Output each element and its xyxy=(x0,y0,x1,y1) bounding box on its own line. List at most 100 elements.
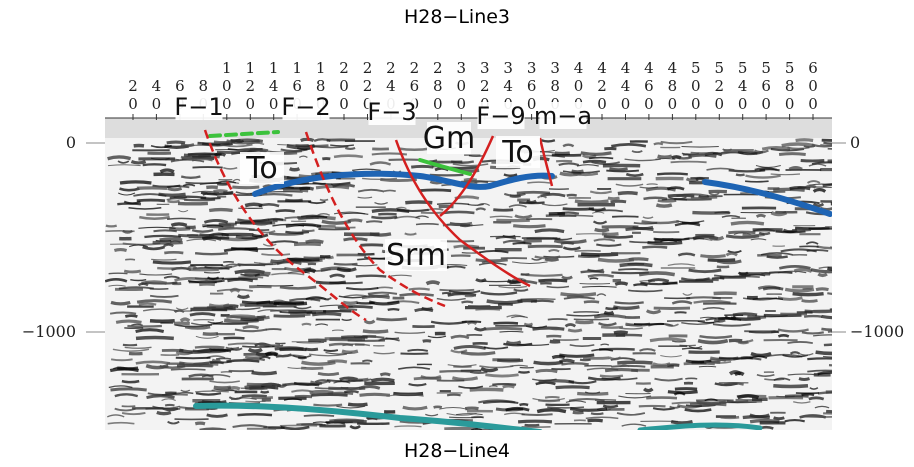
reflection-stroke xyxy=(516,190,551,195)
reflection-stroke xyxy=(536,408,567,414)
reflection-stroke xyxy=(713,274,751,278)
reflection-stroke xyxy=(178,209,189,213)
x-tick-label: 0 xyxy=(785,95,795,113)
reflection-stroke xyxy=(130,279,147,282)
reflection-stroke xyxy=(390,274,412,277)
reflection-stroke xyxy=(807,357,832,361)
reflection-stroke xyxy=(167,199,180,204)
reflection-stroke xyxy=(660,140,693,145)
reflection-stroke xyxy=(329,273,346,279)
reflection-stroke xyxy=(138,302,157,306)
reflection-stroke xyxy=(537,195,548,199)
reflection-stroke xyxy=(568,380,597,385)
y-axis: 0 −1000 0 −1000 xyxy=(22,133,904,341)
reflection-stroke xyxy=(588,156,614,160)
x-tick-label: 0 xyxy=(457,77,467,95)
x-tick-label: 3 xyxy=(550,59,560,77)
unit-label-bg xyxy=(427,122,471,154)
reflection-stroke xyxy=(216,182,229,186)
reflection-stroke xyxy=(503,173,518,177)
reflection-stroke xyxy=(244,202,263,208)
reflection-stroke xyxy=(812,202,825,207)
x-tick-label: 5 xyxy=(785,59,795,77)
x-tick-label: 5 xyxy=(715,59,725,77)
reflection-stroke xyxy=(150,144,172,149)
reflection-stroke xyxy=(718,317,736,321)
reflection-stroke xyxy=(532,397,565,402)
faults xyxy=(203,129,554,322)
reflection-stroke xyxy=(708,192,720,196)
reflection-stroke xyxy=(450,160,475,164)
reflection-stroke xyxy=(788,166,803,171)
fault-label-bg xyxy=(539,102,587,129)
x-tick-label: 2 xyxy=(363,77,373,95)
reflection-stroke xyxy=(480,367,499,373)
x-tick-label: 4 xyxy=(621,77,631,95)
reflection-stroke xyxy=(445,265,466,269)
reflection-stroke xyxy=(559,214,594,218)
reflection-stroke xyxy=(676,193,709,197)
reflection-stroke xyxy=(227,277,254,283)
reflection-stroke xyxy=(595,209,623,213)
reflection-stroke xyxy=(139,273,173,276)
reflection-stroke xyxy=(159,168,175,174)
reflection-stroke xyxy=(130,159,147,165)
reflection-stroke xyxy=(703,360,732,365)
reflection-stroke xyxy=(582,356,610,360)
reflection-stroke xyxy=(270,240,299,244)
reflection-stroke xyxy=(773,384,809,389)
reflection-stroke xyxy=(616,412,646,416)
reflection-stroke xyxy=(653,237,690,242)
reflection-stroke xyxy=(485,373,519,378)
reflection-stroke xyxy=(150,157,170,161)
fault-label: F−2 xyxy=(281,93,330,121)
reflection-stroke xyxy=(670,160,707,164)
reflection-stroke xyxy=(245,387,268,391)
reflection-stroke xyxy=(562,246,581,251)
reflection-stroke xyxy=(628,289,663,293)
fault-line xyxy=(304,131,446,308)
reflection-stroke xyxy=(589,190,612,195)
reflection-stroke xyxy=(546,334,562,338)
reflection-stroke xyxy=(241,237,258,240)
reflection-stroke xyxy=(142,163,167,167)
reflection-stroke xyxy=(408,382,427,387)
reflection-stroke xyxy=(823,141,832,145)
reflection-stroke xyxy=(475,207,487,211)
reflection-stroke xyxy=(442,210,475,215)
reflection-stroke xyxy=(272,299,286,304)
reflection-stroke xyxy=(202,192,218,196)
reflection-stroke xyxy=(513,224,546,229)
reflection-stroke xyxy=(801,299,818,303)
reflection-stroke xyxy=(787,341,813,344)
reflection-stroke xyxy=(784,394,809,398)
reflection-stroke xyxy=(497,358,524,363)
reflection-stroke xyxy=(699,316,716,319)
horizon-line xyxy=(702,179,832,217)
x-tick-label: 5 xyxy=(738,59,748,77)
reflection-stroke xyxy=(301,229,315,233)
reflection-stroke xyxy=(369,232,392,237)
reflection-stroke xyxy=(647,278,670,283)
reflection-stroke xyxy=(700,254,726,259)
reflection-stroke xyxy=(793,267,813,273)
reflection-stroke xyxy=(505,340,522,345)
reflection-stroke xyxy=(332,183,356,188)
reflection-stroke xyxy=(778,265,811,270)
reflection-stroke xyxy=(674,222,701,227)
reflection-stroke xyxy=(511,315,528,319)
reflection-stroke xyxy=(601,232,619,237)
reflection-stroke xyxy=(685,359,712,364)
reflection-stroke xyxy=(523,322,534,326)
x-tick-label: 8 xyxy=(668,77,678,95)
reflection-stroke xyxy=(602,404,619,409)
reflection-stroke xyxy=(574,199,609,204)
reflection-stroke xyxy=(167,187,183,192)
reflection-stroke xyxy=(136,299,173,304)
reflection-stroke xyxy=(598,322,617,327)
reflection-stroke xyxy=(815,287,829,292)
x-tick-label: 8 xyxy=(199,77,209,95)
x-tick-label: 4 xyxy=(738,77,748,95)
reflection-stroke xyxy=(661,198,688,201)
reflection-stroke xyxy=(114,393,139,398)
